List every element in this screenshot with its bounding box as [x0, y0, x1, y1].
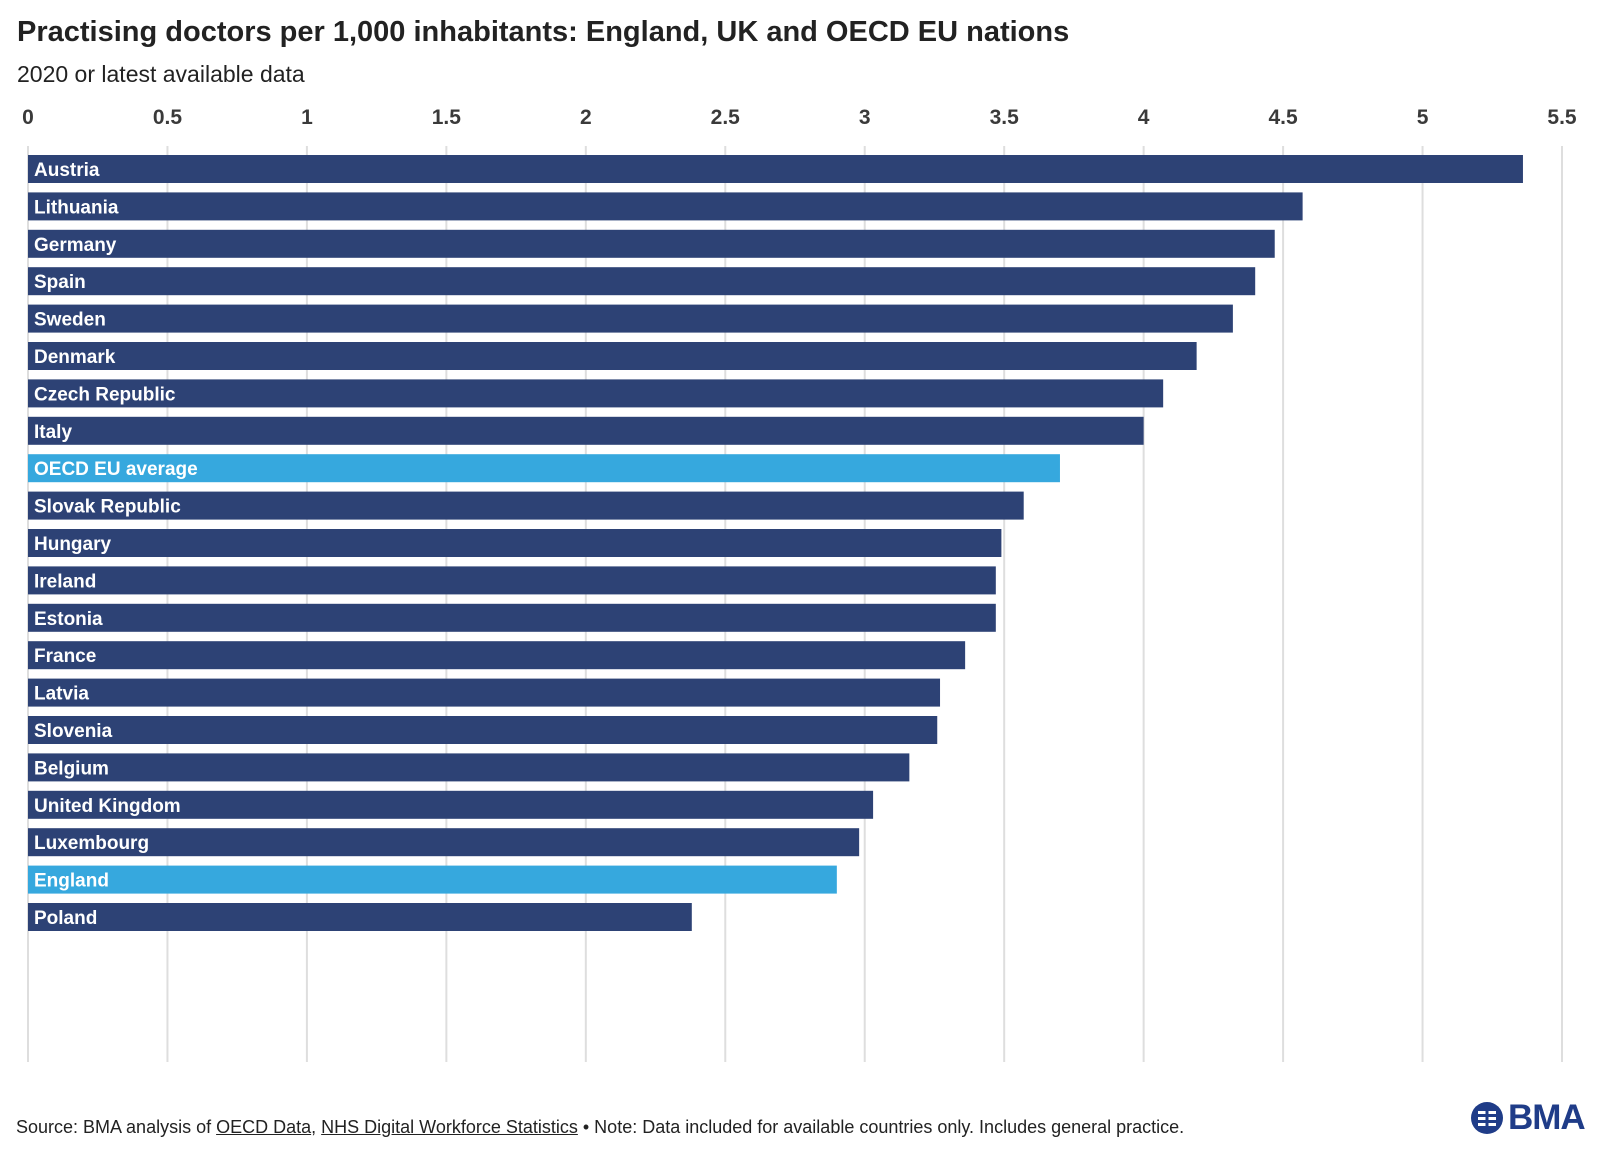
- bar-chart: 0 0.5 1 1.5 2 2.5 3 3.5 4 4.5 5 5.5 Austria Lithuani…: [22, 106, 1577, 1062]
- bar-label: Ireland: [34, 571, 96, 592]
- bar-label: United Kingdom: [34, 796, 181, 817]
- source-prefix: Source: BMA analysis of: [16, 1117, 217, 1137]
- bma-logo-icon: [1471, 1102, 1503, 1134]
- bma-logo: BMA: [1470, 1098, 1586, 1138]
- bar-italy: [28, 416, 1144, 445]
- bar-latvia: [28, 678, 941, 707]
- bma-logo-text: BMA: [1508, 1098, 1586, 1137]
- bar-label: England: [34, 871, 109, 892]
- bar-label: Lithuania: [34, 197, 119, 218]
- bar-sweden: [28, 304, 1233, 333]
- x-tick-label: 1: [301, 106, 313, 129]
- x-tick-label: 0.5: [153, 106, 183, 129]
- bar-austria: [28, 155, 1523, 183]
- bar-lithuania: [28, 192, 1303, 221]
- bar-hungary: [28, 529, 1002, 557]
- x-tick-label: 3: [859, 106, 871, 129]
- x-tick-label: 5: [1417, 106, 1429, 129]
- bar-england: [28, 865, 837, 894]
- bar-poland: [28, 903, 692, 931]
- bar-estonia: [28, 603, 996, 632]
- bar-france: [28, 641, 966, 670]
- bar-label: France: [34, 646, 96, 667]
- bar-label: Slovak Republic: [34, 497, 181, 518]
- oecd-data-link[interactable]: OECD Data: [216, 1117, 312, 1137]
- bar-label: Belgium: [34, 758, 109, 779]
- bar-label: Slovenia: [34, 721, 113, 742]
- x-tick-label: 5.5: [1547, 106, 1577, 129]
- source-note: Source: BMA analysis of OECD Data, NHS D…: [16, 1117, 1184, 1138]
- note-text: • Note: Data included for available coun…: [577, 1117, 1185, 1137]
- bar-label: Hungary: [34, 534, 112, 555]
- nhs-digital-link[interactable]: NHS Digital Workforce Statistics: [321, 1117, 578, 1137]
- x-tick-label: 1.5: [432, 106, 462, 129]
- bar-denmark: [28, 342, 1197, 370]
- chart-title: Practising doctors per 1,000 inhabitants…: [17, 16, 1070, 48]
- bar-label: Germany: [34, 235, 117, 256]
- bar-label: Austria: [34, 160, 100, 181]
- bar-label: Czech Republic: [34, 384, 176, 405]
- bar-label: Italy: [34, 422, 72, 443]
- x-tick-label: 2: [580, 106, 592, 129]
- x-tick-label: 4.5: [1268, 106, 1298, 129]
- bar-label: Poland: [34, 908, 97, 929]
- bar-belgium: [28, 753, 910, 782]
- bar-united-kingdom: [28, 790, 874, 819]
- bar-slovak-republic: [28, 491, 1024, 520]
- x-tick-label: 3.5: [990, 106, 1020, 129]
- bar-germany: [28, 229, 1275, 258]
- bar-czech-republic: [28, 379, 1164, 408]
- chart-subtitle: 2020 or latest available data: [17, 61, 305, 87]
- x-tick-label: 0: [22, 106, 34, 129]
- bar-oecd-eu-average: [28, 454, 1060, 483]
- bar-label: Estonia: [34, 609, 103, 630]
- bar-slovenia: [28, 716, 938, 744]
- bar-label: Luxembourg: [34, 833, 149, 854]
- bar-label: Denmark: [34, 347, 116, 368]
- bar-label: Sweden: [34, 310, 106, 331]
- bar-spain: [28, 267, 1256, 296]
- source-separator: ,: [311, 1117, 322, 1137]
- bars: Austria Lithuania Germany Spain Sweden Denmar…: [28, 155, 1523, 931]
- x-tick-label: 4: [1138, 106, 1150, 129]
- bar-label: OECD EU average: [34, 459, 198, 480]
- bar-label: Spain: [34, 272, 86, 293]
- x-axis-ticks: 0 0.5 1 1.5 2 2.5 3 3.5 4 4.5 5 5.5: [22, 106, 1577, 129]
- bar-luxembourg: [28, 828, 860, 857]
- x-tick-label: 2.5: [711, 106, 741, 129]
- bar-label: Latvia: [34, 684, 89, 705]
- bar-ireland: [28, 566, 996, 595]
